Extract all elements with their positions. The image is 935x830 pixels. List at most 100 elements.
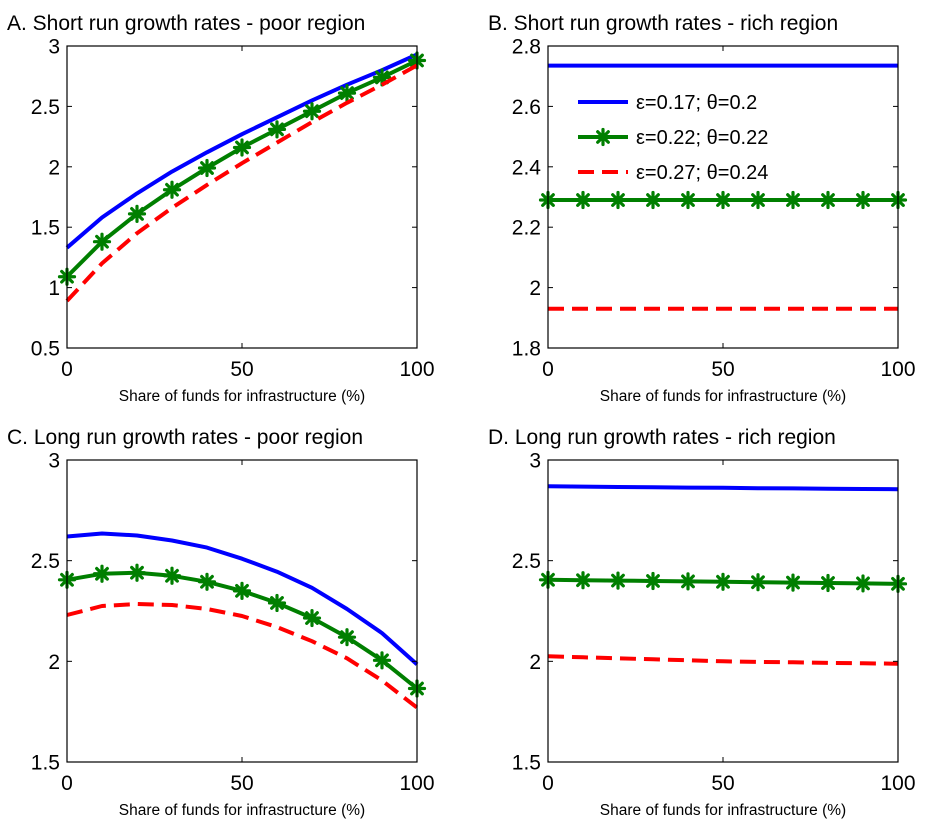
panel-d-series-eps-022-marker xyxy=(608,571,628,590)
panel-d-y-tick-label: 3 xyxy=(529,450,541,473)
panel-b-series-eps-022-marker xyxy=(853,190,873,210)
legend: ε=0.17; θ=0.2 ε=0.22; θ=0.22 ε=0.27; θ=0.2… xyxy=(578,92,768,184)
panel-a-y-tick-label: 1.5 xyxy=(31,217,60,240)
panel-d-series-eps-022-marker xyxy=(818,573,838,593)
panel-d-title: D. Long run growth rates - rich region xyxy=(488,426,836,449)
panels: A. Short run growth rates - poor region 0… xyxy=(7,12,916,819)
legend-label: ε=0.27; θ=0.24 xyxy=(636,162,768,184)
panel-d-series-eps-022-marker xyxy=(678,572,698,591)
panel-c-series-eps-027 xyxy=(66,602,419,710)
legend-entry-series-eps-017: ε=0.17; θ=0.2 xyxy=(578,92,757,114)
panel-d-series-eps-027-line xyxy=(547,654,899,666)
panel-c-series-eps-022-marker xyxy=(337,628,357,647)
panel-b-x-tick-label: 100 xyxy=(880,358,915,381)
panel-a-series-eps-022-marker xyxy=(127,204,147,224)
panel-d-y-tick-label: 2 xyxy=(529,651,541,674)
panel-c-y-tick-label: 2 xyxy=(48,651,60,674)
panel-b-series-eps-022-marker xyxy=(713,190,733,210)
legend-label: ε=0.22; θ=0.22 xyxy=(636,127,768,149)
panel-d-series-eps-017 xyxy=(547,484,899,492)
panel-a-series-eps-022-marker xyxy=(372,68,392,87)
legend-entry-series-eps-022: ε=0.22; θ=0.22 xyxy=(578,127,768,149)
panel-a-y-tick-label: 3 xyxy=(48,36,60,59)
panel-d-series-eps-022-marker xyxy=(783,573,803,592)
panel-c: C. Long run growth rates - poor region 0 5… xyxy=(7,426,435,819)
panel-a-series-eps-022-marker xyxy=(197,158,217,178)
panel-b-y-tick-label: 2 xyxy=(529,277,541,300)
panel-b-series-eps-022-marker xyxy=(643,190,663,210)
panel-b-y-tick-label: 1.8 xyxy=(512,338,541,361)
panel-a-x-tick-label: 50 xyxy=(230,358,253,381)
panel-c-title: C. Long run growth rates - poor region xyxy=(7,426,363,449)
panel-d-x-axis-label: Share of funds for infrastructure (%) xyxy=(600,802,846,819)
panel-d-series-eps-022-marker xyxy=(713,572,733,591)
panel-c-x-tick-label: 50 xyxy=(230,772,253,795)
panel-d: D. Long run growth rates - rich region 0 5… xyxy=(488,426,916,819)
panel-a-y-tick-label: 2.5 xyxy=(31,96,60,119)
panel-c-y-tick-label: 1.5 xyxy=(31,752,60,775)
panel-b-y-tick-label: 2.2 xyxy=(512,217,541,240)
panel-a-series-eps-022-marker xyxy=(267,120,287,139)
panel-a-series-eps-027-line xyxy=(65,63,418,303)
panel-a-series-eps-022-marker xyxy=(302,102,322,121)
panel-c-x-tick-label: 100 xyxy=(399,772,434,795)
panel-c-y-tick-label: 3 xyxy=(48,450,60,473)
panel-a: A. Short run growth rates - poor region 0… xyxy=(7,12,435,405)
panel-a-title: A. Short run growth rates - poor region xyxy=(7,12,365,35)
panel-c-x-tick-label: 0 xyxy=(61,772,73,795)
panel-d-series-eps-027 xyxy=(547,654,899,666)
panel-a-x-axis-label: Share of funds for infrastructure (%) xyxy=(119,388,365,405)
panel-a-x-tick-label: 0 xyxy=(61,358,73,381)
panel-b-y-tick-label: 2.4 xyxy=(512,156,542,179)
panel-d-x-tick-label: 0 xyxy=(542,772,554,795)
panel-c-series-eps-022-marker xyxy=(92,564,112,583)
panel-c-y-tick-label: 2.5 xyxy=(31,550,60,573)
panel-b-y-tick-label: 2.8 xyxy=(512,36,541,59)
panel-b-x-tick-label: 50 xyxy=(711,358,734,381)
legend-entry-series-eps-027: ε=0.27; θ=0.24 xyxy=(578,162,768,184)
panel-b-series-eps-022-marker xyxy=(783,190,803,210)
panel-b-title: B. Short run growth rates - rich region xyxy=(488,12,838,35)
panel-b-series-eps-022-marker xyxy=(608,190,628,210)
panel-a-series-eps-022-marker xyxy=(232,138,252,157)
panel-a-series-eps-022-marker xyxy=(92,232,112,251)
panel-a-series-eps-022-marker xyxy=(337,84,357,103)
panel-c-series-eps-022-marker xyxy=(162,566,182,585)
panel-b-series-eps-022-marker xyxy=(678,190,698,210)
panel-a-x-tick-label: 100 xyxy=(399,358,434,381)
panel-c-series-eps-022-marker xyxy=(302,608,322,628)
panel-b-x-tick-label: 0 xyxy=(542,358,554,381)
panel-a-series-eps-017-line xyxy=(65,52,418,250)
panel-c-series-eps-022-marker xyxy=(232,581,252,600)
panel-c-x-axis-label: Share of funds for infrastructure (%) xyxy=(119,802,365,819)
panel-d-y-tick-label: 1.5 xyxy=(512,752,541,775)
panel-c-series-eps-017 xyxy=(66,531,419,666)
panel-c-series-eps-022-marker xyxy=(127,563,147,582)
panel-d-series-eps-022 xyxy=(538,570,908,593)
panel-a-y-tick-label: 0.5 xyxy=(31,338,60,361)
panel-a-series-eps-027 xyxy=(65,63,418,303)
panel-b-y-tick-label: 2.6 xyxy=(512,96,541,119)
legend-label: ε=0.17; θ=0.2 xyxy=(636,92,757,114)
panel-b-series-eps-022-marker xyxy=(573,190,593,210)
panel-c-series-eps-022-marker xyxy=(372,651,392,670)
panel-d-series-eps-022-marker xyxy=(853,574,873,593)
panel-d-series-eps-017-line xyxy=(547,484,899,492)
panel-c-series-eps-022-marker xyxy=(267,593,287,613)
panel-b-series-eps-022-marker xyxy=(818,190,838,210)
panel-c-series-eps-017-line xyxy=(66,531,419,666)
panel-d-series-eps-022-marker xyxy=(748,573,768,592)
panel-d-y-tick-label: 2.5 xyxy=(512,550,541,573)
panel-a-series-eps-017 xyxy=(65,52,418,250)
panel-a-y-tick-label: 2 xyxy=(48,156,60,179)
panel-d-x-tick-label: 100 xyxy=(880,772,915,795)
panel-b: B. Short run growth rates - rich region 0… xyxy=(488,12,916,405)
panel-d-series-eps-022-marker xyxy=(643,571,663,591)
panel-b-x-axis-label: Share of funds for infrastructure (%) xyxy=(600,388,846,405)
panel-c-series-eps-027-line xyxy=(66,602,419,710)
panel-b-series-eps-022-marker xyxy=(748,190,768,210)
legend-swatch-marker xyxy=(593,127,613,147)
panel-c-series-eps-022-marker xyxy=(197,572,217,591)
